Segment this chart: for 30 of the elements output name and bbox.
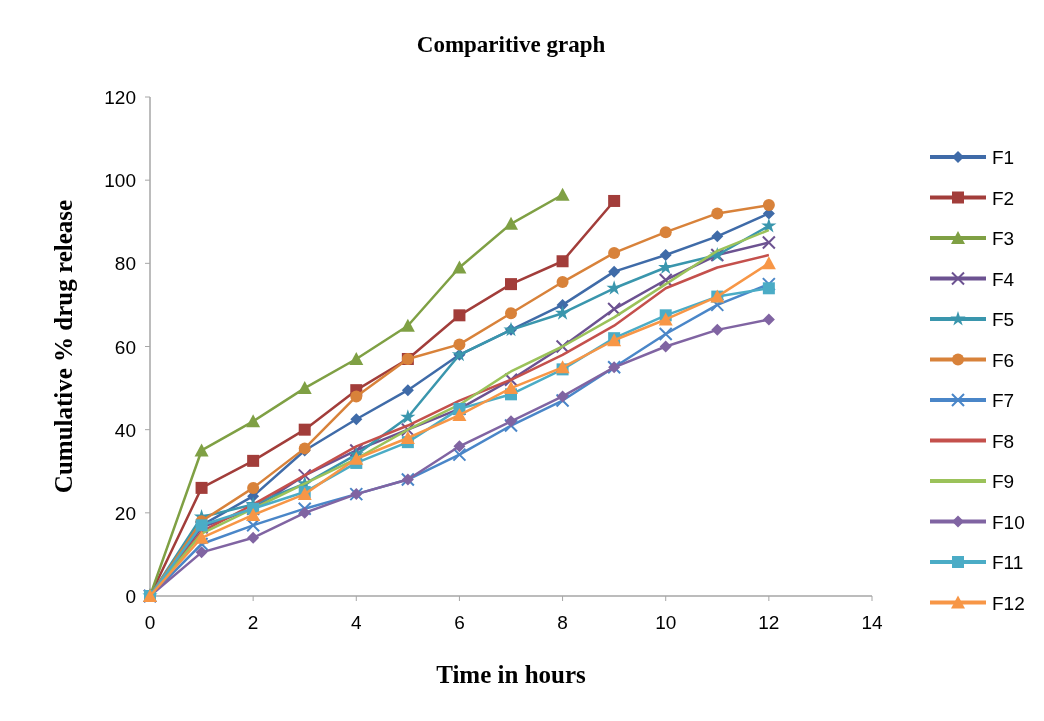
legend-label: F4 (992, 268, 1015, 290)
legend-label: F5 (992, 309, 1015, 330)
legend-label: F1 (992, 147, 1015, 168)
x-tick-label: 10 (655, 612, 677, 633)
x-tick-label: 12 (758, 612, 780, 633)
chart-title: Comparitive graph (416, 32, 606, 57)
x-tick-label: 2 (247, 612, 259, 633)
x-tick-label: 0 (144, 612, 156, 633)
y-tick-label: 100 (104, 170, 136, 192)
y-tick-label: 20 (114, 502, 136, 524)
y-tick-label: 60 (114, 336, 136, 358)
legend-label: F6 (992, 349, 1015, 371)
legend-label: F7 (992, 390, 1015, 411)
x-tick-label: 14 (861, 612, 883, 633)
legend-label: F10 (992, 511, 1025, 533)
x-axis-title: Time in hours (436, 661, 587, 688)
legend-label: F9 (992, 471, 1015, 492)
y-tick-label: 0 (125, 586, 136, 607)
legend-label: F3 (992, 228, 1015, 249)
x-tick-label: 4 (351, 612, 362, 633)
y-tick-label: 80 (114, 253, 136, 275)
legend-label: F12 (992, 592, 1025, 614)
x-tick-label: 6 (454, 612, 465, 633)
x-tick-label: 8 (557, 612, 568, 633)
legend-label: F8 (992, 430, 1015, 452)
y-axis-title: Cumulative % drug release (50, 199, 77, 494)
legend-label: F2 (992, 187, 1015, 209)
y-tick-label: 40 (114, 419, 136, 441)
y-tick-label: 120 (104, 87, 136, 108)
legend-label: F11 (992, 552, 1024, 573)
